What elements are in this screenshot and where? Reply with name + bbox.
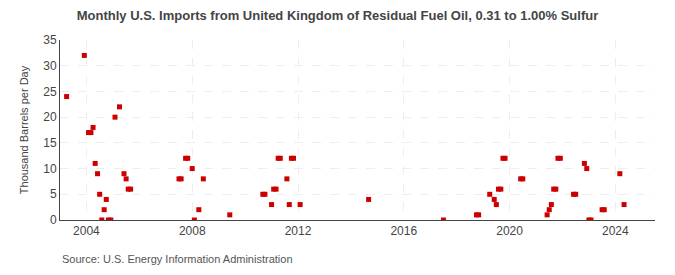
svg-text:35: 35 xyxy=(43,33,57,47)
svg-text:25: 25 xyxy=(43,85,57,99)
svg-text:2020: 2020 xyxy=(496,224,523,238)
svg-text:2024: 2024 xyxy=(602,224,629,238)
svg-text:0: 0 xyxy=(50,213,57,227)
svg-text:2016: 2016 xyxy=(390,224,417,238)
svg-text:10: 10 xyxy=(43,162,57,176)
svg-text:15: 15 xyxy=(43,136,57,150)
svg-text:5: 5 xyxy=(50,187,57,201)
svg-text:Thousand Barrels per Day: Thousand Barrels per Day xyxy=(18,65,30,194)
svg-text:Monthly U.S. Imports from Unit: Monthly U.S. Imports from United Kingdom… xyxy=(77,8,599,23)
svg-text:30: 30 xyxy=(43,59,57,73)
svg-text:Source: U.S. Energy Informatio: Source: U.S. Energy Information Administ… xyxy=(62,253,293,265)
svg-text:2004: 2004 xyxy=(73,224,100,238)
svg-text:2008: 2008 xyxy=(179,224,206,238)
svg-text:2012: 2012 xyxy=(285,224,312,238)
svg-text:20: 20 xyxy=(43,110,57,124)
